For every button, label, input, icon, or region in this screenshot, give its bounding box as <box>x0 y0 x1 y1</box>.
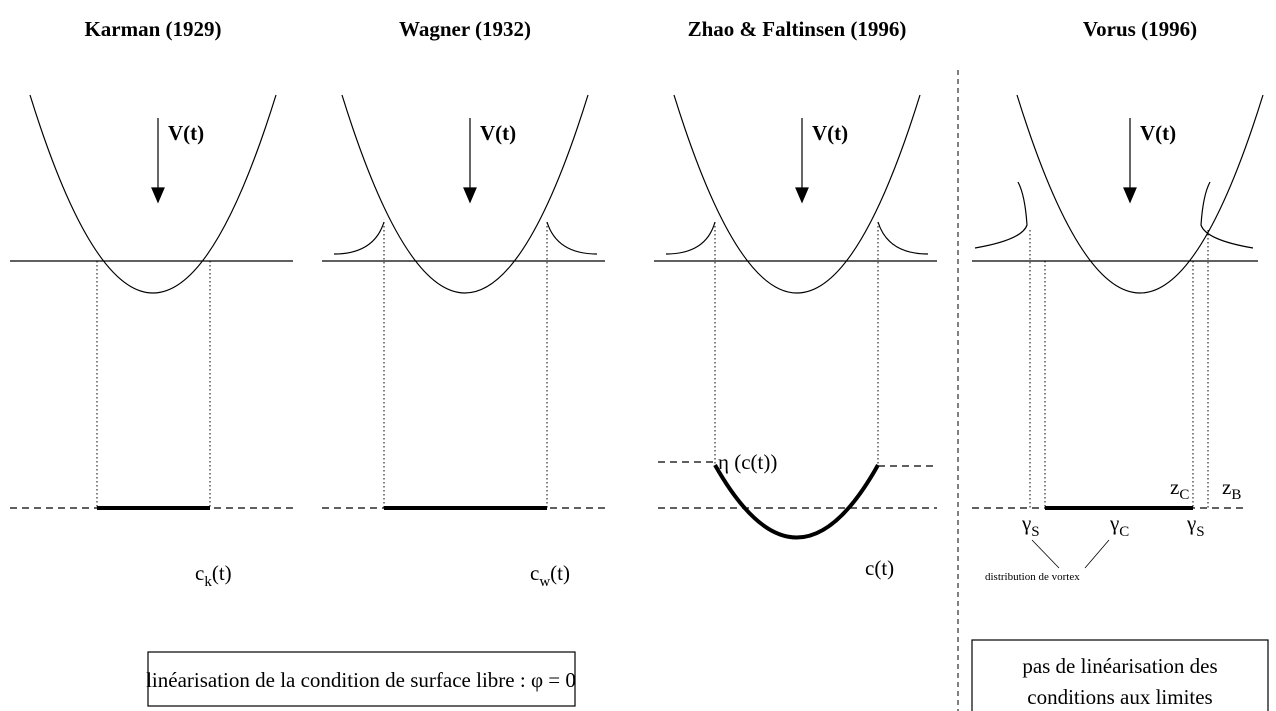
text-part: B <box>1231 487 1241 503</box>
text-part: C <box>1119 524 1129 540</box>
body <box>341 94 589 294</box>
body <box>1016 94 1264 294</box>
box-text: linéarisation de la condition de surface… <box>146 668 576 692</box>
jet <box>974 181 1028 249</box>
box <box>147 651 576 707</box>
jet <box>877 221 929 255</box>
gamma: γS <box>1186 511 1205 540</box>
jet <box>1200 181 1254 249</box>
wetted-curve <box>713 464 880 540</box>
text-part: w <box>539 574 550 590</box>
text-part: C <box>1179 487 1189 503</box>
label: cw(t) <box>530 561 570 590</box>
leader <box>1031 539 1060 569</box>
panel: V(t) η (c(t)) c(t) <box>654 94 937 580</box>
velocity: V(t) <box>1140 121 1176 145</box>
z-c: zC <box>1170 475 1189 503</box>
label: c(t) <box>865 556 894 580</box>
text-part: c <box>195 561 204 585</box>
gamma: γC <box>1109 511 1129 540</box>
arrow-head <box>1123 187 1137 204</box>
panel: V(t) ck(t) <box>10 94 293 590</box>
velocity: V(t) <box>480 121 516 145</box>
text-part: z <box>1170 475 1179 499</box>
text-part: γ <box>1021 511 1031 535</box>
box-text: conditions aux limites <box>1027 685 1212 709</box>
text-part: γ <box>1186 511 1196 535</box>
panel: V(t) zC zB γS γC γS distribution de vort… <box>972 94 1264 583</box>
velocity: V(t) <box>812 121 848 145</box>
panel: V(t) cw(t) <box>322 94 605 590</box>
text-part: S <box>1031 524 1039 540</box>
velocity: V(t) <box>168 121 204 145</box>
title: Vorus (1996) <box>1083 17 1197 41</box>
title: Zhao & Faltinsen (1996) <box>688 17 907 41</box>
jet <box>333 221 385 255</box>
body <box>29 94 277 294</box>
arrow-head <box>463 187 477 204</box>
title: Wagner (1932) <box>399 17 531 41</box>
label: ck(t) <box>195 561 232 590</box>
title: Karman (1929) <box>84 17 221 41</box>
body <box>673 94 921 294</box>
z-b: zB <box>1222 475 1241 503</box>
note: distribution de vortex <box>985 571 1080 583</box>
jet <box>546 221 598 255</box>
text-part: (t) <box>212 561 232 585</box>
leader <box>1084 539 1110 569</box>
box <box>971 639 1269 711</box>
elevation-label: η (c(t)) <box>718 450 777 474</box>
text-part: S <box>1196 524 1204 540</box>
box-text: pas de linéarisation des <box>1022 654 1217 678</box>
text-part: z <box>1222 475 1231 499</box>
text-part: c <box>530 561 539 585</box>
text-part: k <box>204 574 212 590</box>
arrow-head <box>795 187 809 204</box>
jet <box>665 221 716 255</box>
text-part: (t) <box>550 561 570 585</box>
text-part: γ <box>1109 511 1119 535</box>
arrow-head <box>151 187 165 204</box>
gamma: γS <box>1021 511 1040 540</box>
